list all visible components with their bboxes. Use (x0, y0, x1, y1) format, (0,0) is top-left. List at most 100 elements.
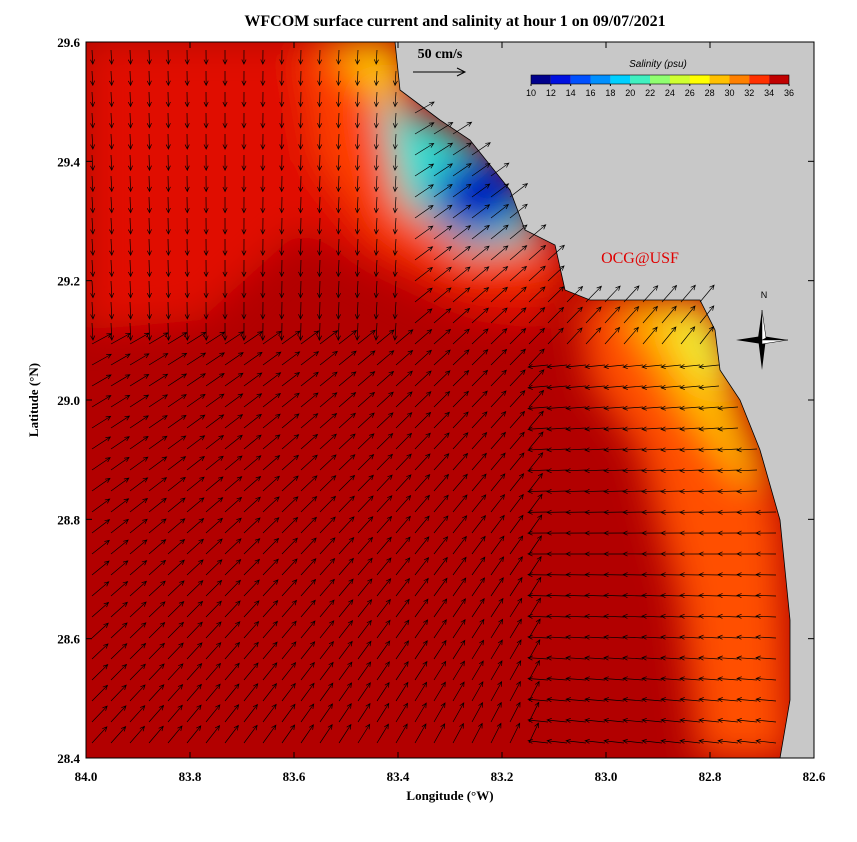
current-arrow (717, 530, 739, 536)
current-arrow (622, 509, 644, 515)
current-arrow (565, 468, 587, 474)
current-arrow (679, 572, 701, 578)
current-arrow (565, 364, 587, 369)
current-arrow (717, 489, 739, 494)
current-arrow (243, 455, 262, 471)
current-arrow (186, 683, 202, 702)
current-arrow (281, 330, 301, 345)
current-arrow (281, 724, 296, 744)
current-arrow (622, 426, 644, 432)
current-arrow (317, 217, 323, 235)
current-arrow (184, 133, 190, 150)
current-arrow (129, 477, 149, 492)
current-arrow (736, 634, 758, 640)
current-arrow (357, 391, 376, 408)
current-arrow (641, 593, 663, 598)
current-arrow (603, 468, 625, 474)
compass: N (736, 290, 789, 370)
current-arrow (584, 364, 606, 369)
current-arrow (755, 718, 777, 723)
current-arrow (224, 476, 243, 492)
current-arrow (300, 516, 317, 534)
current-arrow (109, 49, 114, 65)
current-arrow (298, 259, 304, 278)
colorbar-cell (709, 75, 730, 84)
current-arrow (679, 405, 701, 411)
current-arrow (338, 392, 357, 408)
colorbar-cell (610, 75, 631, 84)
current-arrow (260, 238, 266, 257)
current-arrow (90, 238, 96, 256)
current-arrow (300, 661, 315, 681)
current-arrow (260, 259, 266, 278)
current-arrow (279, 70, 285, 87)
current-arrow (90, 91, 96, 108)
current-arrow (184, 301, 190, 320)
current-arrow (509, 722, 521, 744)
current-arrow (262, 517, 280, 534)
current-arrow (148, 725, 164, 744)
current-arrow (279, 91, 285, 108)
current-arrow (641, 551, 663, 557)
colorbar-tick-label: 32 (744, 88, 754, 98)
current-arrow (452, 452, 469, 471)
current-arrow (414, 494, 430, 513)
current-arrow (717, 655, 739, 661)
current-arrow (357, 412, 375, 429)
current-arrow (336, 217, 341, 235)
current-arrow (452, 328, 470, 345)
current-arrow (354, 154, 360, 172)
current-arrow (565, 384, 587, 390)
current-arrow (205, 579, 223, 597)
current-arrow (319, 371, 338, 387)
current-arrow (490, 556, 505, 576)
current-arrow (354, 133, 360, 150)
current-arrow (109, 175, 115, 193)
current-arrow (129, 601, 147, 618)
current-arrow (414, 246, 434, 261)
current-arrow (452, 598, 466, 618)
current-arrow (376, 350, 395, 366)
current-arrow (338, 454, 356, 471)
colorbar-cell (630, 75, 651, 84)
current-arrow (395, 723, 408, 744)
current-arrow (490, 224, 509, 240)
current-arrow (490, 514, 505, 534)
current-arrow (110, 560, 129, 576)
current-arrow (528, 286, 546, 303)
current-arrow (338, 412, 356, 429)
current-arrow (338, 433, 356, 450)
current-arrow (281, 496, 299, 513)
current-arrow (376, 578, 392, 597)
current-arrow (641, 468, 663, 474)
current-arrow (546, 509, 568, 515)
current-arrow (527, 697, 549, 703)
current-arrow (129, 435, 149, 450)
current-arrow (661, 305, 677, 324)
current-arrow (262, 662, 278, 681)
current-arrow (262, 475, 280, 492)
current-arrow (490, 369, 507, 387)
current-arrow (298, 70, 304, 87)
current-arrow (129, 394, 150, 408)
current-arrow (279, 133, 285, 150)
current-arrow (395, 661, 409, 681)
current-arrow (717, 613, 739, 619)
current-arrow (392, 154, 398, 172)
current-arrow (376, 557, 392, 576)
current-arrow (373, 49, 379, 65)
current-arrow (679, 655, 701, 661)
current-arrow (433, 639, 447, 660)
current-arrow (319, 516, 336, 534)
current-arrow (433, 246, 453, 261)
current-arrow (584, 509, 606, 515)
current-arrow (338, 516, 355, 534)
current-arrow (414, 598, 429, 618)
current-arrow (736, 676, 758, 682)
current-arrow (222, 175, 228, 193)
current-arrow (167, 497, 186, 513)
current-arrow (186, 580, 204, 597)
current-arrow (167, 394, 187, 408)
current-arrow (452, 225, 472, 240)
current-arrow (452, 473, 468, 492)
